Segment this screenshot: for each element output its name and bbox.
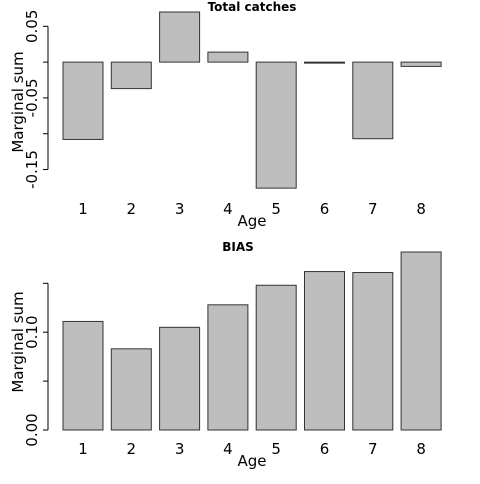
bar-age-7 — [352, 272, 394, 431]
bar-age-2 — [110, 61, 152, 90]
chart-title: BIAS — [222, 240, 254, 254]
bar-age-8 — [400, 61, 442, 67]
bars-group — [62, 251, 442, 431]
bar-age-5 — [255, 284, 297, 431]
x-tick-label: 3 — [175, 440, 185, 458]
y-tick-label: 0.05 — [23, 10, 41, 43]
x-tick-label: 6 — [320, 200, 330, 218]
bar-age-2 — [110, 348, 152, 431]
bar-age-6 — [304, 61, 345, 64]
x-tick-label: 3 — [175, 200, 185, 218]
x-tick-label: 4 — [223, 440, 233, 458]
bar-age-3 — [159, 11, 201, 63]
x-tick-label: 1 — [78, 440, 88, 458]
bar-age-1 — [62, 320, 104, 431]
chart-title: Total catches — [208, 0, 297, 14]
bias-panel: BIAS 0.00 0.10 1 2 3 4 5 6 7 8 Age Marginal sum — [9, 240, 442, 470]
y-tick-label: 0.00 — [23, 413, 41, 446]
y-axis: 0.00 0.10 — [23, 282, 49, 447]
x-tick-label: 5 — [271, 440, 281, 458]
x-tick-label: 7 — [368, 440, 378, 458]
y-axis-label: Marginal sum — [9, 291, 27, 392]
y-tick-label: -0.05 — [23, 79, 41, 118]
x-tick-label: 5 — [271, 200, 281, 218]
y-axis-label: Marginal sum — [9, 51, 27, 152]
bar-age-4 — [207, 51, 249, 63]
y-axis: -0.15 -0.05 0.05 — [23, 10, 49, 189]
bar-age-6 — [304, 271, 345, 431]
x-axis-ticks: 1 2 3 4 5 6 7 8 — [78, 200, 426, 218]
x-tick-label: 8 — [416, 440, 426, 458]
x-tick-label: 6 — [320, 440, 330, 458]
bar-age-7 — [352, 61, 394, 140]
bar-age-5 — [255, 61, 297, 189]
x-axis-label: Age — [237, 212, 266, 230]
bar-age-3 — [159, 326, 201, 431]
x-tick-label: 7 — [368, 200, 378, 218]
total-catches-panel: Total catches -0.15 -0.05 0.05 1 2 3 4 5 6 7 8 Ag… — [9, 0, 442, 230]
x-tick-label: 2 — [127, 200, 137, 218]
x-tick-label: 8 — [416, 200, 426, 218]
bar-age-1 — [62, 61, 104, 140]
bar-age-8 — [400, 251, 442, 431]
x-tick-label: 4 — [223, 200, 233, 218]
y-tick-label: 0.10 — [23, 315, 41, 348]
y-tick-label: -0.15 — [23, 150, 41, 189]
x-axis-label: Age — [237, 452, 266, 470]
x-tick-label: 2 — [127, 440, 137, 458]
x-tick-label: 1 — [78, 200, 88, 218]
bar-age-4 — [207, 304, 249, 431]
bars-group — [62, 11, 442, 189]
x-axis-ticks: 1 2 3 4 5 6 7 8 — [78, 440, 426, 458]
